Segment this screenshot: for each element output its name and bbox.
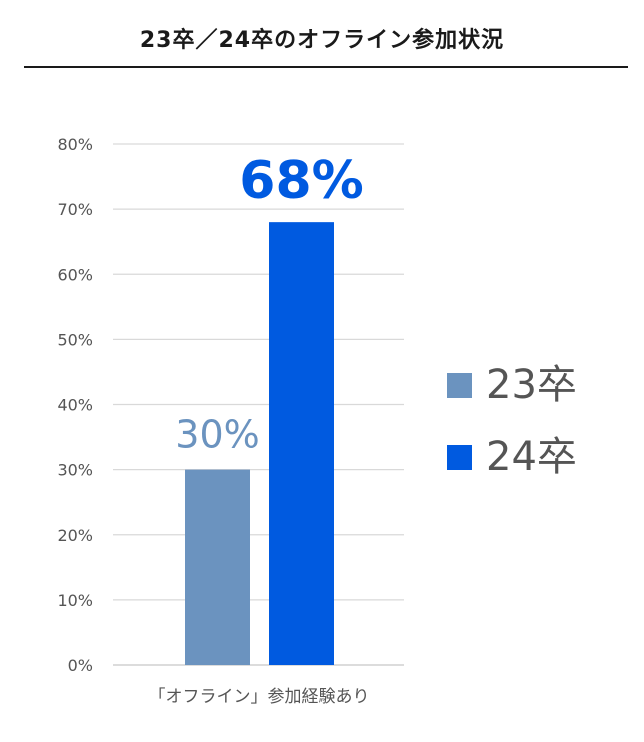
y-tick-label: 10% (57, 591, 93, 610)
y-tick-label: 30% (57, 461, 93, 480)
data-label-23卒: 30% (175, 413, 259, 457)
y-tick-label: 60% (57, 265, 93, 284)
legend-label-24: 24卒 (486, 434, 577, 480)
legend: 23卒 24卒 (447, 360, 577, 504)
bar-24卒 (269, 222, 334, 665)
legend-item-23: 23卒 (447, 360, 577, 410)
y-tick-label: 80% (57, 135, 93, 154)
legend-swatch-24 (447, 444, 472, 470)
bar-23卒 (185, 469, 250, 665)
legend-swatch-23 (447, 372, 472, 398)
legend-item-24: 24卒 (447, 432, 577, 482)
y-tick-label: 0% (68, 656, 93, 675)
y-tick-label: 20% (57, 526, 93, 545)
chart-title: 23卒／24卒のオフライン参加状況 (139, 28, 505, 53)
y-tick-label: 50% (57, 330, 93, 349)
y-tick-label: 40% (57, 396, 93, 415)
y-tick-label: 70% (57, 200, 93, 219)
legend-label-23: 23卒 (486, 362, 577, 408)
data-label-24卒: 68% (239, 151, 363, 211)
title-divider (24, 66, 628, 68)
x-category-label: 「オフライン」参加経験あり (149, 687, 370, 707)
